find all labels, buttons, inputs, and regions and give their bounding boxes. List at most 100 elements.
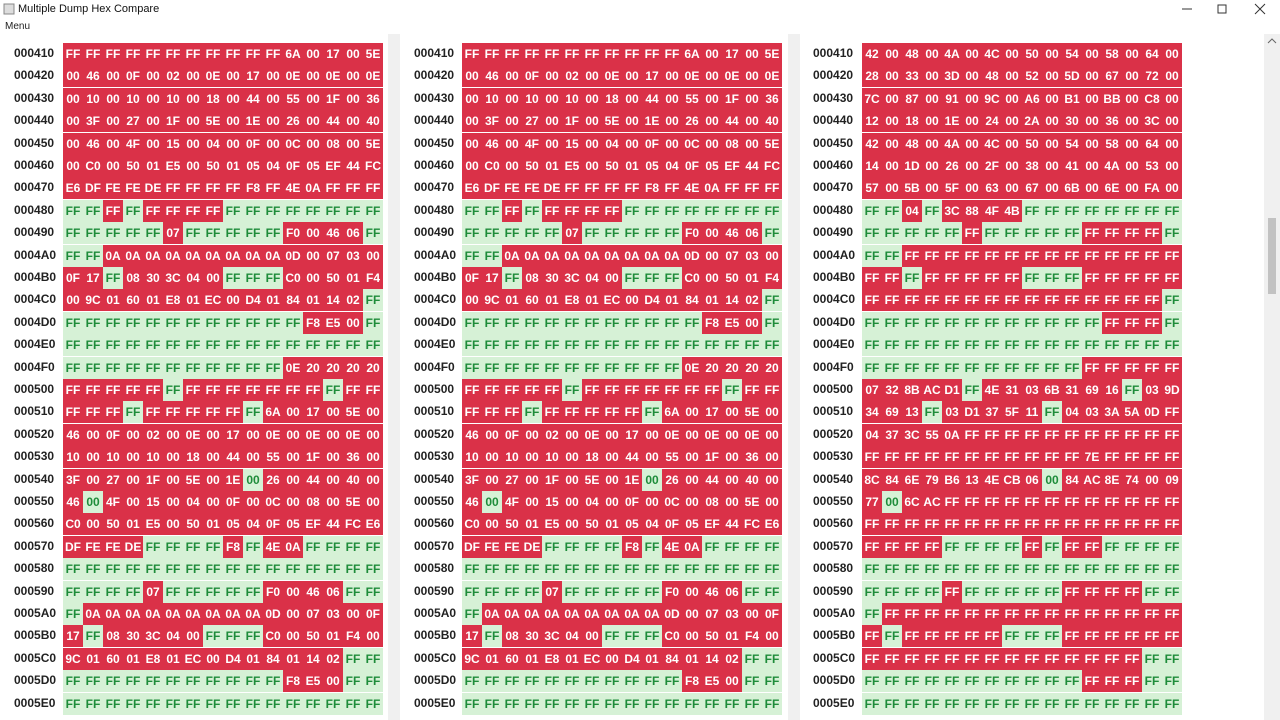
hex-byte: 02 xyxy=(542,423,562,446)
hex-byte: FF xyxy=(203,199,223,222)
hex-byte: 46 xyxy=(83,132,103,155)
hex-byte: FF xyxy=(682,334,702,357)
hex-byte: 00 xyxy=(263,132,283,155)
hex-byte: 46 xyxy=(63,491,83,513)
hex-byte: 00 xyxy=(1082,132,1102,155)
hex-byte: FF xyxy=(642,222,662,245)
hex-byte: FF xyxy=(942,446,962,469)
hex-byte: FF xyxy=(123,401,143,424)
hex-byte: FF xyxy=(223,580,243,603)
hex-byte: 54 xyxy=(1062,132,1082,155)
address: 0005A0 xyxy=(813,606,856,620)
hex-byte: 00 xyxy=(1002,177,1022,200)
hex-byte: 50 xyxy=(582,513,602,536)
scroll-up[interactable] xyxy=(1267,38,1277,44)
hex-byte: 12 xyxy=(862,110,882,133)
hex-byte: FF xyxy=(1062,334,1082,357)
hex-byte: 14 xyxy=(323,289,343,312)
hex-byte: 02 xyxy=(143,423,163,446)
hex-byte: FF xyxy=(762,379,782,401)
hex-byte: 05 xyxy=(303,155,323,177)
hex-byte: 10 xyxy=(502,446,522,469)
hex-byte: 00 xyxy=(303,110,323,133)
hex-byte: 0A xyxy=(522,603,542,625)
hex-byte: 3C xyxy=(902,423,922,446)
hex-byte: FF xyxy=(962,244,982,267)
hex-byte: FF xyxy=(343,670,363,693)
hex-byte: FF xyxy=(762,177,782,200)
hex-byte: 6A xyxy=(682,43,702,65)
hex-byte: FF xyxy=(63,692,83,715)
address: 000550 xyxy=(813,494,854,508)
hex-byte: 00 xyxy=(183,65,203,88)
hex-byte: FF xyxy=(1122,334,1142,357)
hex-byte: FF xyxy=(622,558,642,581)
hex-byte: FF xyxy=(63,244,83,267)
address: 000440 xyxy=(414,113,455,128)
hex-byte: FF xyxy=(1142,513,1162,536)
hex-byte: FF xyxy=(882,244,902,267)
hex-byte: 04 xyxy=(163,625,183,648)
hex-byte: 00 xyxy=(103,110,123,133)
hex-byte: 72 xyxy=(1142,65,1162,88)
hex-byte: 5E xyxy=(203,110,223,133)
hex-byte: 00 xyxy=(183,132,203,155)
hex-byte: FF xyxy=(902,244,922,267)
hex-byte: 00 xyxy=(1122,87,1142,110)
hex-byte: 6A xyxy=(283,43,303,65)
hex-byte: 04 xyxy=(183,267,203,289)
hex-byte: 0F xyxy=(103,423,123,446)
hex-byte: 17 xyxy=(83,267,103,289)
hex-byte: 0E xyxy=(343,423,363,446)
hex-byte: FF xyxy=(1142,692,1162,715)
hex-byte: FF xyxy=(882,692,902,715)
hex-byte: 0F xyxy=(63,267,83,289)
scrollbar[interactable] xyxy=(1264,34,1280,720)
hex-byte: FF xyxy=(942,491,962,513)
scroll-thumb[interactable] xyxy=(1268,218,1276,294)
hex-byte: 01 xyxy=(662,289,682,312)
hex-byte: 00 xyxy=(1162,43,1182,65)
hex-byte: FF xyxy=(1082,199,1102,222)
hex-byte: FF xyxy=(1062,670,1082,693)
hex-byte: FF xyxy=(502,670,522,693)
hex-byte: 0A xyxy=(143,603,163,625)
hex-byte: 6B xyxy=(1042,379,1062,401)
hex-byte: FF xyxy=(522,334,542,357)
hex-byte: FF xyxy=(1082,670,1102,693)
hex-byte: FF xyxy=(203,401,223,424)
hex-byte: FF xyxy=(622,625,642,648)
hex-byte: 00 xyxy=(363,468,383,491)
hex-byte: 15 xyxy=(143,491,163,513)
restore-button[interactable] xyxy=(1217,4,1227,14)
hex-byte: FF xyxy=(602,177,622,200)
hex-byte: 00 xyxy=(1042,87,1062,110)
hex-byte: 1F xyxy=(542,468,562,491)
hex-byte: 4E xyxy=(682,177,702,200)
hex-byte: 46 xyxy=(482,65,502,88)
hex-byte: FF xyxy=(83,222,103,245)
hex-byte: FF xyxy=(1062,244,1082,267)
hex-byte: FF xyxy=(283,199,303,222)
hex-byte: 00 xyxy=(1122,110,1142,133)
hex-byte: 00 xyxy=(602,491,622,513)
address: 0004B0 xyxy=(813,270,856,284)
hex-byte: 00 xyxy=(203,491,223,513)
hex-byte: 74 xyxy=(1122,468,1142,491)
hex-byte: 64 xyxy=(1142,132,1162,155)
hex-byte: FF xyxy=(602,379,622,401)
hex-byte: 00 xyxy=(303,132,323,155)
hex-byte: DE xyxy=(522,535,542,558)
hex-byte: 08 xyxy=(303,491,323,513)
hex-byte: FF xyxy=(363,379,383,401)
close-button[interactable] xyxy=(1254,3,1266,15)
hex-byte: FF xyxy=(1082,647,1102,670)
hex-byte: 00 xyxy=(662,132,682,155)
hex-byte: FF xyxy=(922,580,942,603)
hex-byte: FF xyxy=(1142,356,1162,379)
hex-byte: C0 xyxy=(63,513,83,536)
address: 000410 xyxy=(14,46,55,60)
menu[interactable]: Menu xyxy=(5,21,31,32)
hex-byte: FF xyxy=(1122,692,1142,715)
hex-byte: 0D xyxy=(1142,401,1162,424)
